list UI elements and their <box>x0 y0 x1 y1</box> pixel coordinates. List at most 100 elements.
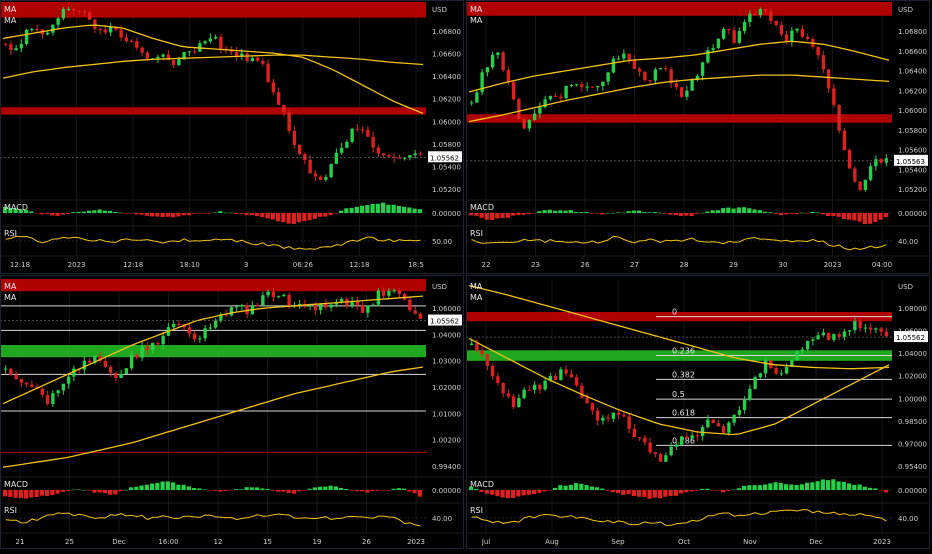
candle-body <box>679 87 684 97</box>
macd-histogram-bar <box>479 490 484 492</box>
candle-body <box>255 57 260 61</box>
y-axis-tick-label: 1.00200 <box>432 437 461 445</box>
candle-body <box>695 75 700 80</box>
y-axis-tick-label: 1.05200 <box>898 186 927 194</box>
candle-body <box>276 296 281 298</box>
macd-histogram-bar <box>108 210 113 213</box>
candle-body <box>874 159 878 167</box>
candle-body <box>553 375 558 380</box>
candle-body <box>664 455 668 462</box>
macd-histogram-bar <box>60 213 65 215</box>
macd-histogram-bar <box>297 490 302 492</box>
macd-histogram-bar <box>97 490 102 493</box>
candle-body <box>501 382 505 394</box>
x-axis-tick-label: 18:10 <box>180 261 200 269</box>
candle-body <box>690 435 694 439</box>
candle-body <box>517 398 521 408</box>
candle-body <box>187 327 192 334</box>
macd-histogram-bar <box>752 209 757 213</box>
macd-histogram-bar <box>469 213 474 216</box>
candle-body <box>527 119 532 129</box>
macd-histogram-bar <box>826 213 831 216</box>
macd-histogram-bar <box>312 213 317 219</box>
macd-histogram-bar <box>318 213 323 217</box>
macd-histogram-bar <box>511 213 516 216</box>
macd-histogram-bar <box>469 486 474 490</box>
candle-body <box>87 360 92 363</box>
candle-body <box>156 342 160 345</box>
x-axis-tick-label: 15 <box>263 538 272 546</box>
macd-histogram-bar <box>45 490 50 497</box>
macd-histogram-bar <box>757 210 762 213</box>
macd-histogram-bar <box>333 486 338 490</box>
macd-histogram-bar <box>883 213 888 218</box>
candle-body <box>387 290 391 296</box>
candle-body <box>590 86 595 88</box>
macd-histogram-bar <box>831 479 836 490</box>
macd-histogram-bar <box>286 213 291 224</box>
x-axis-tick-label: 16:00 <box>158 538 178 546</box>
macd-histogram-bar <box>742 207 747 213</box>
candle-body <box>366 129 370 137</box>
candle-body <box>485 67 490 73</box>
candle-body <box>140 47 144 53</box>
macd-label: MACD <box>4 480 28 489</box>
macd-histogram-bar <box>574 211 579 213</box>
rsi-line <box>471 509 887 526</box>
macd-histogram-bar <box>736 207 741 213</box>
x-axis-tick-label: 19 <box>313 538 322 546</box>
candle-body <box>150 342 155 351</box>
indicator-label: MA <box>470 5 483 14</box>
y-axis-tick-label: 1.01000 <box>432 410 461 418</box>
macd-histogram-bar <box>558 210 563 213</box>
support-zone <box>0 345 426 358</box>
candle-body <box>679 436 684 445</box>
candle-body <box>203 41 207 44</box>
macd-histogram-bar <box>417 209 422 213</box>
macd-histogram-bar <box>328 485 333 490</box>
macd-histogram-bar <box>810 482 815 490</box>
current-price-tag <box>428 314 462 326</box>
macd-histogram-bar <box>805 213 810 214</box>
candle-body <box>114 26 118 30</box>
candle-body <box>511 396 516 408</box>
macd-histogram-bar <box>873 488 878 490</box>
candle-body <box>653 452 658 454</box>
macd-histogram-bar <box>532 490 537 495</box>
macd-histogram-bar <box>763 484 768 490</box>
macd-histogram-bar <box>847 213 852 220</box>
resistance-zone <box>0 107 426 115</box>
macd-histogram-bar <box>375 490 380 491</box>
macd-histogram-bar <box>616 490 621 494</box>
candle-body <box>863 327 868 329</box>
macd-histogram-bar <box>144 484 149 490</box>
macd-histogram-bar <box>113 490 118 495</box>
x-axis-tick-label: Jul <box>481 538 491 546</box>
macd-histogram-bar <box>505 213 510 218</box>
candle-body <box>30 28 34 30</box>
macd-histogram-bar <box>218 211 223 213</box>
candle-body <box>187 51 192 53</box>
macd-histogram-bar <box>87 490 92 491</box>
candle-body <box>208 327 213 329</box>
candle-body <box>637 68 642 72</box>
macd-histogram-bar <box>386 204 391 213</box>
candle-body <box>255 305 260 307</box>
candle-body <box>161 335 165 345</box>
candle-body <box>24 29 29 44</box>
candle-body <box>203 328 207 339</box>
macd-histogram-bar <box>868 213 873 224</box>
candle-body <box>653 69 658 81</box>
x-axis-tick-label: 06:26 <box>293 261 314 269</box>
candle-body <box>884 158 889 163</box>
macd-histogram-bar <box>207 213 212 214</box>
candle-body <box>371 304 375 306</box>
macd-histogram-bar <box>490 490 495 495</box>
macd-histogram-bar <box>312 487 317 490</box>
candle-body <box>40 388 45 395</box>
macd-histogram-bar <box>34 213 39 214</box>
moving-average-line <box>2 366 424 468</box>
candle-body <box>884 331 889 337</box>
macd-histogram-bar <box>831 213 836 217</box>
candle-body <box>706 419 710 428</box>
